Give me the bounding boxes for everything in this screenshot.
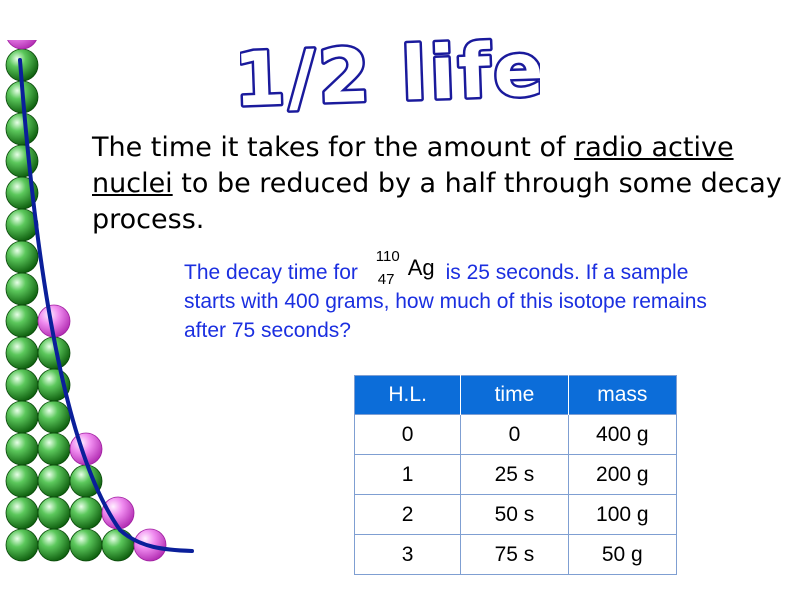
stable-nucleus	[5, 336, 39, 370]
question-before: The decay time for	[184, 261, 364, 284]
stable-nucleus	[69, 528, 103, 562]
stable-nucleus	[5, 304, 39, 338]
question-after: is 25 seconds. If a sample starts with 4…	[184, 261, 707, 342]
decaying-nucleus	[7, 40, 37, 50]
stable-nucleus	[5, 240, 39, 274]
stable-nucleus	[5, 368, 39, 402]
table-row: 3 75 s 50 g	[353, 534, 678, 575]
question-text: The decay time for 110 47 Ag is 25 seconds…	[184, 249, 744, 345]
stable-nucleus	[5, 496, 39, 530]
isotope-mass-number: 110	[375, 248, 400, 265]
half-life-table: H.L. time mass 0 0 400 g 1 25 s 200 g 2 …	[353, 375, 678, 575]
table-row: 2 50 s 100 g	[353, 494, 678, 535]
nuclei-stack	[5, 40, 167, 562]
cell-mass: 50 g	[567, 534, 678, 575]
stable-nucleus	[37, 528, 71, 562]
stable-nucleus	[37, 432, 71, 466]
cell-half-life: 2	[353, 494, 462, 535]
stable-nucleus	[5, 400, 39, 434]
cell-half-life: 1	[353, 454, 462, 495]
table-row: 1 25 s 200 g	[353, 454, 678, 495]
title-text: 1/2 life	[240, 28, 540, 118]
isotope-notation: 110 47 Ag	[364, 249, 440, 288]
cell-time: 75 s	[460, 534, 569, 575]
cell-time: 25 s	[460, 454, 569, 495]
table-header-row: H.L. time mass	[354, 375, 677, 415]
cell-mass: 200 g	[567, 454, 678, 495]
stable-nucleus	[5, 464, 39, 498]
definition-term: radio active nuclei	[92, 132, 734, 199]
isotope-symbol: Ag	[407, 255, 435, 280]
header-time: time	[460, 375, 569, 415]
definition-before: The time it takes for the amount of	[92, 132, 575, 163]
stable-nucleus	[5, 528, 39, 562]
cell-half-life: 3	[353, 534, 462, 575]
cell-time: 50 s	[460, 494, 569, 535]
cell-half-life: 0	[353, 414, 462, 455]
definition-text: The time it takes for the amount of radi…	[92, 130, 782, 238]
stable-nucleus	[5, 272, 39, 306]
stable-nucleus	[5, 144, 39, 178]
isotope-atomic-number: 47	[377, 271, 395, 288]
header-half-life: H.L.	[354, 375, 462, 415]
stable-nucleus	[37, 400, 71, 434]
stable-nucleus	[37, 496, 71, 530]
stable-nucleus	[5, 432, 39, 466]
stable-nucleus	[5, 112, 39, 146]
slide-title: 1/2 life	[240, 28, 540, 118]
stable-nucleus	[37, 464, 71, 498]
stable-nucleus	[101, 528, 135, 562]
cell-time: 0	[460, 414, 569, 455]
cell-mass: 100 g	[567, 494, 678, 535]
decay-illustration	[5, 40, 194, 562]
definition-after: to be reduced by a half through some dec…	[92, 168, 782, 235]
cell-mass: 400 g	[567, 414, 678, 455]
header-mass: mass	[568, 375, 677, 415]
stable-nucleus	[69, 496, 103, 530]
decay-curve	[18, 58, 194, 553]
table-row: 0 0 400 g	[353, 414, 678, 455]
